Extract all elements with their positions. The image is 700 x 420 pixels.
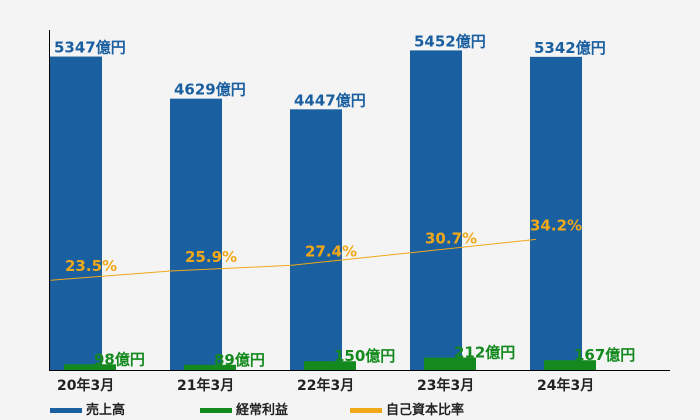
legend-swatch-profit (200, 408, 232, 413)
legend-swatch-equity-ratio (350, 408, 382, 413)
profit-bar (544, 360, 596, 370)
profit-value-label: 89億円 (214, 351, 265, 369)
sales-bar (290, 109, 342, 371)
sales-bar (50, 56, 102, 370)
x-tick-label: 24年3月 (537, 377, 594, 394)
legend: 売上高 経常利益 自己資本比率 (50, 402, 464, 418)
sales-value-label: 4447億円 (294, 91, 366, 109)
profit-bars (64, 357, 596, 370)
equity-ratio-line (50, 238, 537, 281)
equity-ratio-label: 34.2% (530, 216, 582, 234)
profit-bar (304, 361, 356, 370)
x-tick-label: 21年3月 (177, 377, 234, 394)
sales-value-label: 4629億円 (174, 81, 246, 99)
data-labels: 5347億円 98億円 23.5% 4629億円 89億円 25.9% 4447億円 150億… (54, 32, 635, 368)
profit-bar (64, 364, 116, 370)
legend-swatch-sales (50, 408, 82, 413)
legend-label: 売上高 (86, 402, 125, 418)
legend-label: 自己資本比率 (386, 402, 464, 418)
profit-value-label: 98億円 (94, 350, 145, 368)
sales-value-label: 5347億円 (54, 39, 126, 57)
profit-value-label: 150億円 (334, 347, 395, 365)
equity-ratio-label: 27.4% (305, 242, 357, 260)
equity-ratio-label: 23.5% (65, 257, 117, 275)
sales-bar (530, 56, 582, 371)
x-tick-label: 20年3月 (57, 377, 114, 394)
sales-bar (410, 50, 462, 371)
profit-value-label: 167億円 (574, 346, 635, 364)
equity-ratio-label: 30.7% (425, 230, 477, 248)
equity-ratio-line-layer (50, 238, 537, 281)
profit-bar (184, 364, 236, 370)
sales-value-label: 5452億円 (414, 32, 486, 50)
profit-bar (424, 357, 476, 370)
legend-label: 経常利益 (236, 402, 288, 418)
x-tick-label: 23年3月 (417, 377, 474, 394)
sales-value-label: 5342億円 (534, 39, 606, 57)
x-tick-labels: 20年3月 21年3月 22年3月 23年3月 24年3月 (57, 377, 594, 394)
equity-ratio-label: 25.9% (185, 248, 237, 266)
profit-value-label: 212億円 (454, 344, 515, 362)
x-tick-label: 22年3月 (297, 377, 354, 394)
sales-bar (170, 98, 222, 370)
sales-bars (50, 50, 582, 371)
